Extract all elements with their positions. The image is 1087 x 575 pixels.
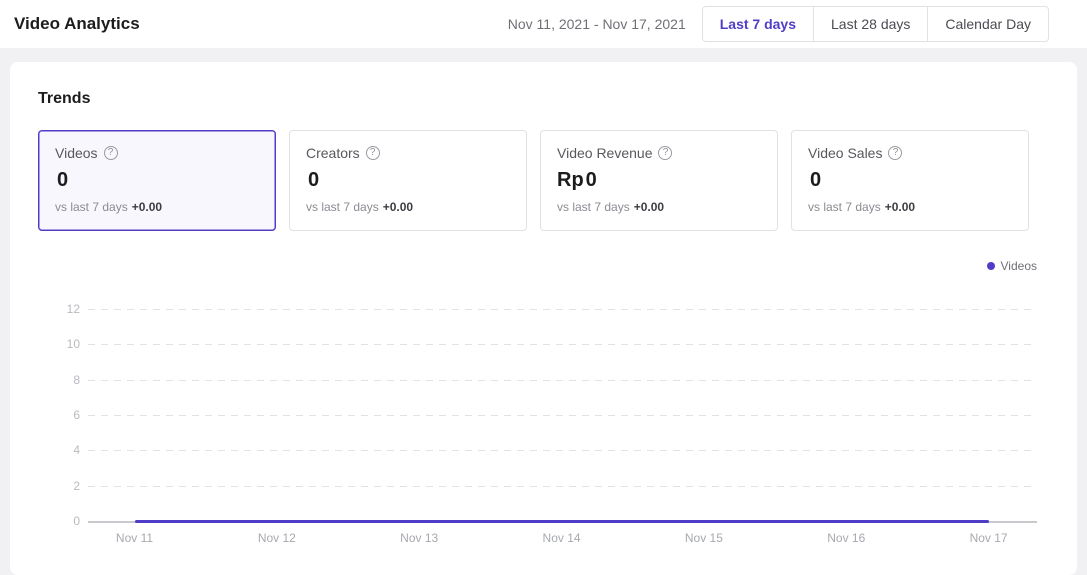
page-title: Video Analytics [14,14,140,33]
y-axis-label: 2 [73,478,80,493]
stat-label: Video Sales [808,145,883,161]
y-axis-label: 6 [73,408,80,422]
trend-chart: 12 10 8 6 4 2 0 Nov 11 Nov 12 Nov 13 Nov 14 Nov 15… [67,302,1037,551]
top-bar: Video Analytics Nov 11, 2021 - Nov 17, 2… [0,0,1087,48]
stat-compare-label: vs last 7 days [557,200,630,214]
stat-delta: +0.00 [633,200,665,214]
stat-label: Creators [306,145,360,161]
y-axis-label: 0 [73,514,80,528]
stat-value: Rp 0 [557,169,761,192]
legend-label[interactable]: Videos [1000,259,1037,273]
trends-panel: Trends Videos ? 0 vs last 7 days +0.00 Cr… [10,62,1077,575]
y-axis-label: 12 [66,302,80,316]
stat-compare-label: vs last 7 days [808,200,881,214]
help-icon[interactable]: ? [888,146,903,160]
stat-compare-label: vs last 7 days [306,200,379,214]
series-line-videos [134,520,989,523]
stat-card-header: Video Revenue ? [557,145,761,161]
chart-x-axis: Nov 11 Nov 12 Nov 13 Nov 14 Nov 15 Nov 16 Nov … [88,531,1037,551]
stat-card-video-sales[interactable]: Video Sales ? 0 vs last 7 days +0.00 [791,130,1029,231]
help-icon[interactable]: ? [103,146,118,160]
topbar-right: Nov 11, 2021 - Nov 17, 2021 Last 7 days … [508,6,1049,42]
last-7-days-button[interactable]: Last 7 days [701,6,814,42]
gridline-y-6: 6 [73,408,1037,422]
stat-label: Video Revenue [557,145,653,161]
date-range-text: Nov 11, 2021 - Nov 17, 2021 [507,16,686,32]
stat-card-header: Creators ? [306,145,510,161]
stat-value-number: 0 [585,169,597,191]
stat-card-header: Videos ? [55,145,259,161]
stat-value-number: 0 [308,169,320,191]
stat-delta: +0.00 [884,200,916,214]
gridline-y-8: 8 [73,373,1037,387]
stat-card-row: Videos ? 0 vs last 7 days +0.00 Creators … [38,130,1049,231]
stat-delta: +0.00 [382,200,414,214]
stat-value: 0 [306,169,510,192]
gridline-y-4: 4 [73,443,1037,457]
x-axis-label: Nov 17 [969,531,1008,545]
y-axis-label: 4 [73,443,80,458]
stat-value-number: 0 [810,169,822,191]
stat-card-creators[interactable]: Creators ? 0 vs last 7 days +0.00 [289,130,527,231]
gridline-y-10: 10 [67,337,1037,351]
x-axis-label: Nov 16 [827,531,866,545]
gridline-y-2: 2 [73,479,1037,493]
stat-label: Videos [55,145,98,161]
last-28-days-button[interactable]: Last 28 days [813,6,929,42]
x-axis-label: Nov 11 [115,531,154,545]
gridline-y-12: 12 [67,302,1037,316]
stat-card-header: Video Sales ? [808,145,1012,161]
stat-compare-row: vs last 7 days +0.00 [557,200,761,214]
stat-value-number: 0 [57,169,69,191]
trends-title: Trends [38,90,91,107]
chart-legend: Videos [38,259,1037,273]
stat-compare-row: vs last 7 days +0.00 [808,200,1012,214]
stat-card-videos[interactable]: Videos ? 0 vs last 7 days +0.00 [38,130,276,231]
x-axis-label: Nov 14 [542,531,581,545]
stat-value: 0 [808,169,1012,192]
y-axis-label: 8 [73,372,80,387]
stat-card-video-revenue[interactable]: Video Revenue ? Rp 0 vs last 7 days +0.00 [540,130,778,231]
stat-compare-row: vs last 7 days +0.00 [55,200,259,214]
chart-grid: 12 10 8 6 4 2 0 [67,302,1037,528]
help-icon[interactable]: ? [365,146,380,160]
y-axis-label: 10 [66,337,80,352]
stat-compare-row: vs last 7 days +0.00 [306,200,510,214]
legend-dot-icon [986,262,995,270]
stat-value: 0 [55,169,259,192]
calendar-day-button[interactable]: Calendar Day [927,6,1049,42]
date-range-button-group: Last 7 days Last 28 days Calendar Day [701,6,1049,42]
x-axis-label: Nov 12 [257,531,296,545]
x-axis-label: Nov 13 [400,531,439,545]
stat-compare-label: vs last 7 days [55,200,128,214]
x-axis-label: Nov 15 [684,531,723,545]
stat-value-prefix: Rp [557,169,584,191]
stat-delta: +0.00 [131,200,163,214]
help-icon[interactable]: ? [658,146,673,160]
